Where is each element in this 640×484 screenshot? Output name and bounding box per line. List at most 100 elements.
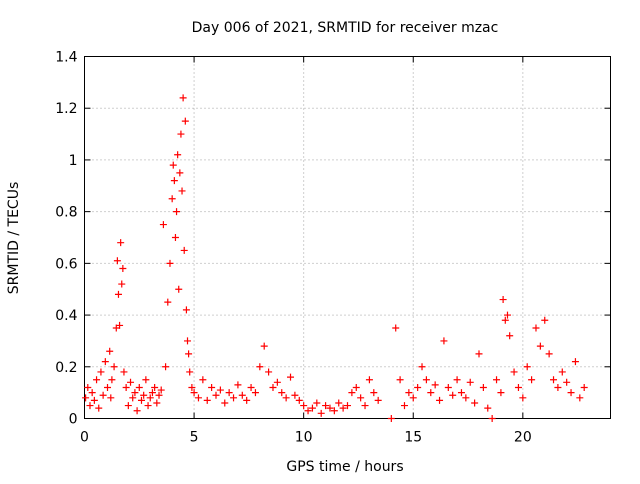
data-point — [90, 396, 98, 404]
data-point — [185, 350, 193, 358]
data-point — [501, 316, 509, 324]
data-point — [418, 363, 426, 371]
data-point — [550, 376, 558, 384]
data-point — [308, 404, 316, 412]
data-point — [493, 376, 501, 384]
data-point — [93, 376, 101, 384]
data-point — [514, 383, 522, 391]
data-point — [113, 257, 121, 265]
data-point — [278, 389, 286, 397]
y-axis-label: SRMTID / TECUs — [6, 182, 22, 295]
data-point — [457, 389, 465, 397]
data-point — [177, 130, 185, 138]
data-point — [400, 402, 408, 410]
data-point — [300, 402, 308, 410]
data-point — [182, 306, 190, 314]
data-point — [175, 285, 183, 293]
axes: 0 0.2 0.4 0.6 0.8 1 1.2 1.4 0 5 10 15 20 — [55, 50, 611, 446]
y-tick-label: 1.2 — [55, 101, 77, 117]
data-point — [208, 383, 216, 391]
data-point — [88, 389, 96, 397]
data-point — [135, 383, 143, 391]
data-point — [243, 396, 251, 404]
data-point — [462, 394, 470, 402]
data-point — [567, 389, 575, 397]
data-point — [414, 383, 422, 391]
data-point — [194, 394, 202, 402]
data-point — [357, 394, 365, 402]
data-point — [545, 350, 553, 358]
data-point — [536, 342, 544, 350]
data-point — [238, 391, 246, 399]
data-point — [116, 321, 124, 329]
data-point — [120, 368, 128, 376]
data-point — [506, 332, 514, 340]
data-point — [563, 378, 571, 386]
data-point — [151, 383, 159, 391]
data-point — [269, 383, 277, 391]
data-point — [466, 378, 474, 386]
data-point — [396, 376, 404, 384]
x-axis-label: GPS time / hours — [286, 459, 403, 475]
data-point — [199, 376, 207, 384]
data-point — [260, 342, 268, 350]
data-point — [133, 407, 141, 415]
data-point — [180, 246, 188, 254]
data-point — [216, 386, 224, 394]
data-point — [86, 402, 94, 410]
data-point — [256, 363, 264, 371]
data-point — [166, 259, 174, 267]
data-point — [291, 391, 299, 399]
data-point — [104, 383, 112, 391]
data-point — [265, 368, 273, 376]
data-point — [571, 358, 579, 366]
data-point — [124, 402, 132, 410]
data-point — [184, 337, 192, 345]
data-point — [409, 394, 417, 402]
data-point — [188, 383, 196, 391]
data-point — [330, 407, 338, 415]
data-point — [137, 396, 145, 404]
data-point — [453, 376, 461, 384]
data-point — [532, 324, 540, 332]
data-point — [348, 389, 356, 397]
data-point — [159, 221, 167, 229]
data-point — [287, 373, 295, 381]
grid — [84, 56, 611, 419]
x-tick-label: 15 — [404, 430, 422, 446]
data-point — [247, 383, 255, 391]
data-point — [449, 391, 457, 399]
data-point — [352, 383, 360, 391]
data-point — [230, 394, 238, 402]
plot-area — [84, 56, 611, 419]
y-tick-label: 0 — [69, 412, 78, 428]
data-point — [107, 394, 115, 402]
data-point — [444, 383, 452, 391]
data-point — [171, 234, 179, 241]
chart-title: Day 006 of 2021, SRMTID for receiver mza… — [192, 20, 499, 36]
data-point — [576, 394, 584, 402]
data-point — [164, 298, 172, 306]
data-point — [558, 368, 566, 376]
data-point — [110, 363, 118, 371]
data-point — [179, 94, 187, 102]
data-point — [221, 399, 229, 407]
data-point — [326, 404, 334, 412]
x-tick-label: 0 — [80, 430, 89, 446]
data-point — [234, 381, 242, 389]
data-point — [97, 368, 105, 376]
data-point — [282, 394, 290, 402]
x-tick-label: 10 — [295, 430, 313, 446]
data-point — [361, 402, 369, 410]
data-point — [106, 347, 114, 355]
data-point — [82, 394, 90, 402]
y-tick-label: 1.4 — [55, 50, 77, 66]
data-point — [129, 394, 137, 402]
data-point — [488, 415, 496, 422]
data-point — [251, 389, 259, 397]
data-point — [225, 389, 233, 397]
data-point — [317, 409, 325, 417]
data-point — [142, 376, 150, 384]
data-point — [499, 296, 507, 304]
